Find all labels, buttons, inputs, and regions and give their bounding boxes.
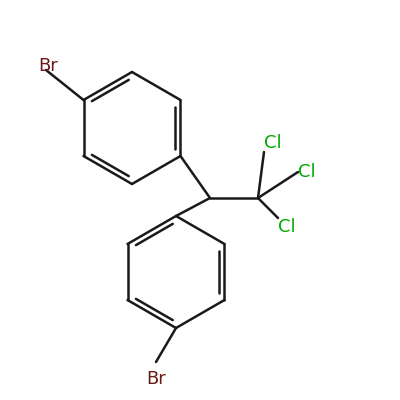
Text: Cl: Cl — [278, 218, 296, 236]
Text: Cl: Cl — [264, 134, 282, 152]
Text: Br: Br — [146, 370, 166, 388]
Text: Br: Br — [38, 57, 58, 75]
Text: Cl: Cl — [298, 163, 316, 181]
